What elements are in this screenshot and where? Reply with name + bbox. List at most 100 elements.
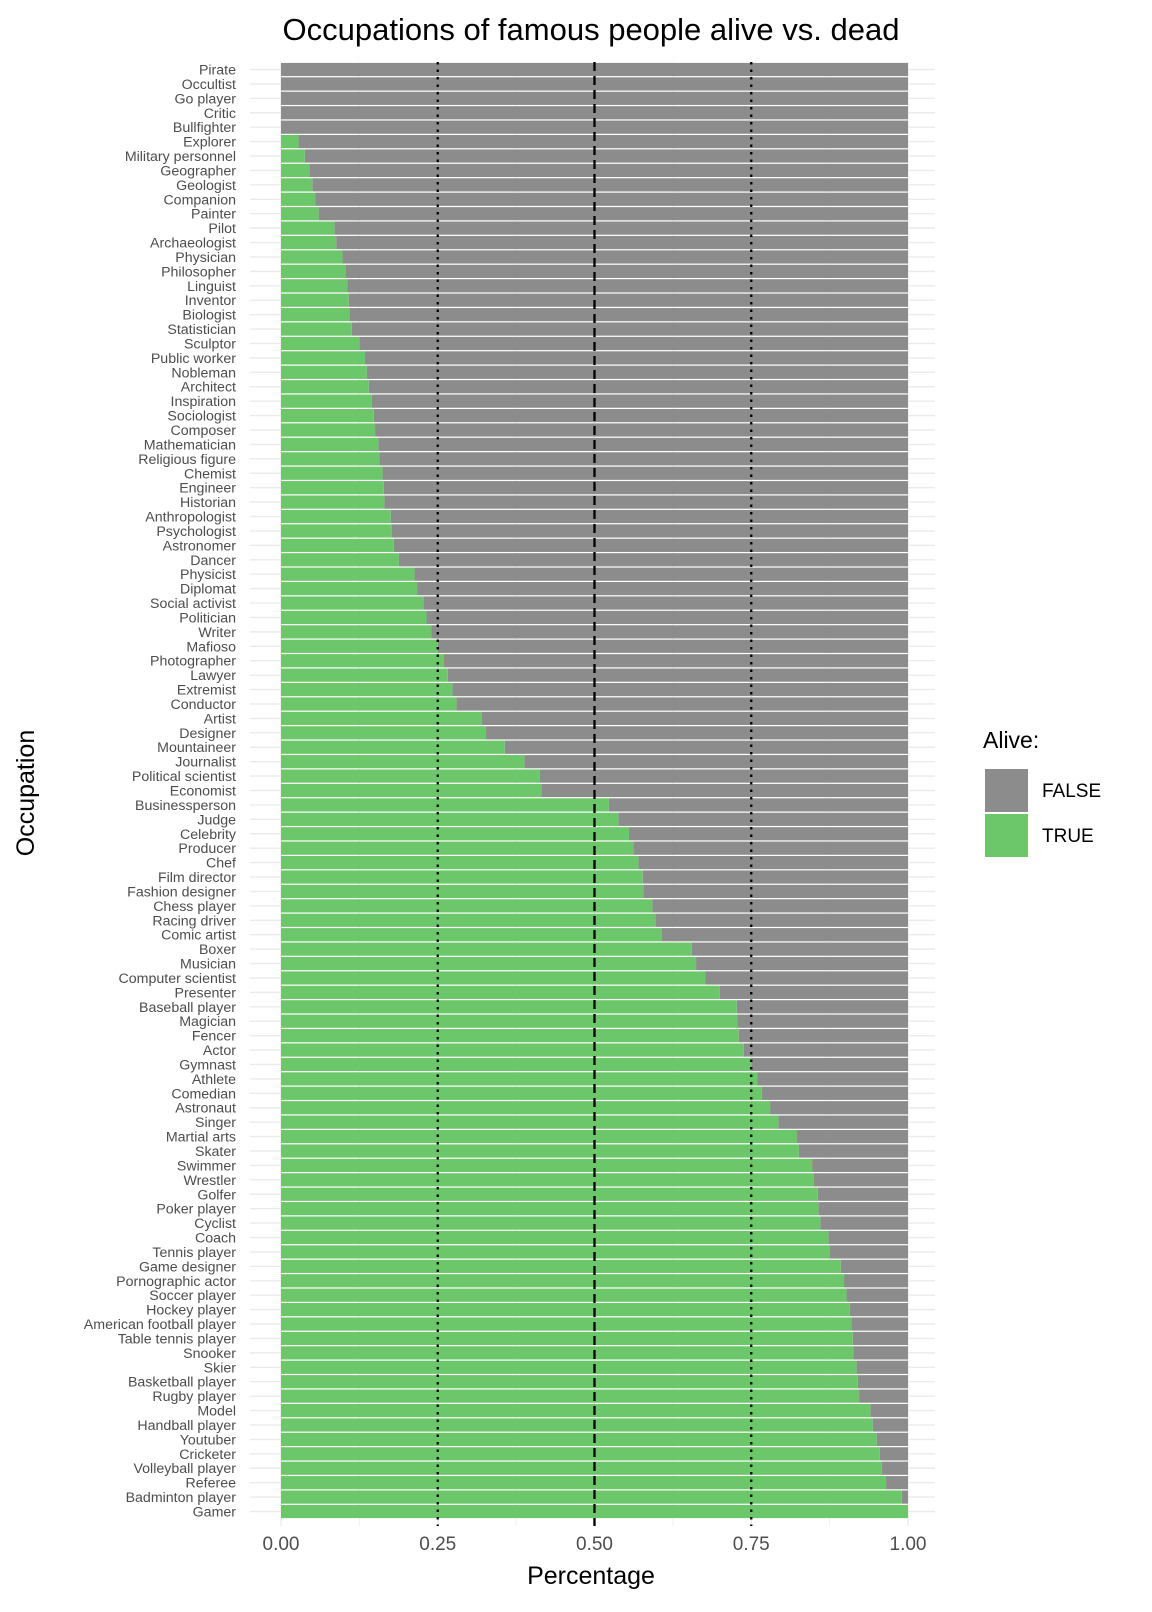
bar-true-segment xyxy=(281,1461,882,1475)
bar-true-segment xyxy=(281,135,299,149)
category-label: Boxer xyxy=(199,942,236,958)
category-label: Computer scientist xyxy=(119,971,237,987)
bar-false-segment xyxy=(608,798,908,812)
category-label: Extremist xyxy=(177,683,236,699)
category-label: Game designer xyxy=(139,1259,236,1275)
category-label: Producer xyxy=(178,841,236,857)
category-label: Geologist xyxy=(176,178,236,194)
bar-true-segment xyxy=(281,149,305,163)
category-label: Comic artist xyxy=(161,928,236,944)
bar-false-segment xyxy=(375,423,908,437)
bar-false-segment xyxy=(643,884,908,899)
bar-false-segment xyxy=(452,682,908,697)
bar-false-segment xyxy=(820,1216,908,1230)
bar-true-segment xyxy=(281,1317,852,1331)
bar-false-segment xyxy=(304,149,908,163)
bar-true-segment xyxy=(281,956,697,971)
bar-true-segment xyxy=(281,178,313,192)
bar-false-segment xyxy=(379,452,909,466)
bar-false-segment xyxy=(770,1101,908,1115)
category-label: Presenter xyxy=(174,985,236,1001)
category-label: Soccer player xyxy=(149,1288,236,1304)
bar-false-segment xyxy=(378,437,908,452)
category-label: Pornographic actor xyxy=(116,1274,236,1290)
bar-false-segment xyxy=(398,553,908,567)
category-label: Gamer xyxy=(193,1505,237,1521)
bar-false-segment xyxy=(761,1086,908,1100)
bar-true-segment xyxy=(281,1158,813,1173)
bar-false-segment xyxy=(426,610,908,625)
bar-false-segment xyxy=(828,1230,908,1245)
bar-false-segment xyxy=(870,1403,908,1418)
reference-lines xyxy=(436,62,753,1526)
category-label: Rugby player xyxy=(152,1389,236,1405)
bar-false-segment xyxy=(486,726,908,740)
bar-true-segment xyxy=(281,1403,871,1418)
category-label: American football player xyxy=(84,1317,236,1333)
bar-false-segment xyxy=(318,207,908,221)
category-label: Astronomer xyxy=(163,538,237,554)
legend-label-false: FALSE xyxy=(1042,781,1101,802)
bar-false-segment xyxy=(539,769,908,783)
category-label: Nobleman xyxy=(171,365,236,381)
bar-false-segment xyxy=(431,625,908,639)
bar-true-segment xyxy=(281,1000,737,1014)
chart-title: Occupations of famous people alive vs. d… xyxy=(283,12,900,47)
bar-true-segment xyxy=(281,1476,887,1490)
category-label: Go player xyxy=(174,91,236,107)
category-label: Coach xyxy=(195,1231,236,1247)
bar-false-segment xyxy=(437,639,908,653)
bar-false-segment xyxy=(382,466,909,480)
bar-true-segment xyxy=(281,1447,880,1461)
bar-true-segment xyxy=(281,740,505,754)
bar-false-segment xyxy=(840,1259,908,1273)
category-label: Basketball player xyxy=(128,1375,236,1391)
bar-false-segment xyxy=(719,985,908,999)
bar-false-segment xyxy=(365,351,908,365)
bar-false-segment xyxy=(751,1057,908,1072)
bar-false-segment xyxy=(737,1014,908,1028)
bar-true-segment xyxy=(281,322,352,336)
y-axis-title: Occupation xyxy=(12,730,40,856)
category-label: Linguist xyxy=(187,279,236,295)
category-label: Singer xyxy=(195,1115,236,1131)
category-label: Racing driver xyxy=(152,913,236,929)
bar-false-segment xyxy=(366,365,908,379)
bar-true-segment xyxy=(281,668,448,682)
bar-false-segment xyxy=(859,1389,908,1403)
bar-false-segment xyxy=(334,221,908,235)
category-label: Military personnel xyxy=(125,149,236,165)
category-label: Religious figure xyxy=(138,452,236,468)
bar-false-segment xyxy=(886,1476,908,1490)
bar-false-segment xyxy=(444,654,908,668)
bar-false-segment xyxy=(423,596,908,610)
x-tick-labels: 0.00 0.25 0.50 0.75 1.00 xyxy=(263,1534,927,1555)
bar-true-segment xyxy=(281,726,487,740)
bar-true-segment xyxy=(281,928,662,942)
category-label: Businessperson xyxy=(135,798,236,814)
bar-false-segment xyxy=(812,1158,908,1173)
category-label: Occultist xyxy=(182,77,236,93)
legend: Alive: FALSE TRUE xyxy=(983,727,1101,857)
legend-swatch-false xyxy=(985,769,1028,812)
category-label: Astronaut xyxy=(175,1101,236,1117)
category-label: Composer xyxy=(171,423,237,439)
bar-false-segment xyxy=(373,408,908,423)
category-label: Politician xyxy=(179,610,236,626)
x-tick-label: 0.25 xyxy=(419,1534,456,1555)
bar-true-segment xyxy=(281,250,343,264)
bar-false-segment xyxy=(383,481,908,495)
bar-true-segment xyxy=(281,481,384,495)
category-label: Fashion designer xyxy=(127,884,236,900)
bar-false-segment xyxy=(342,250,908,264)
bar-true-segment xyxy=(281,1360,857,1374)
bar-false-segment xyxy=(417,582,908,596)
category-label: Companion xyxy=(163,192,236,208)
category-label: Chemist xyxy=(184,466,236,482)
bar-false-segment xyxy=(851,1317,908,1331)
category-label: Diplomat xyxy=(180,582,236,598)
bar-false-segment xyxy=(456,697,908,711)
bar-true-segment xyxy=(281,538,394,552)
category-label: Journalist xyxy=(175,755,236,771)
